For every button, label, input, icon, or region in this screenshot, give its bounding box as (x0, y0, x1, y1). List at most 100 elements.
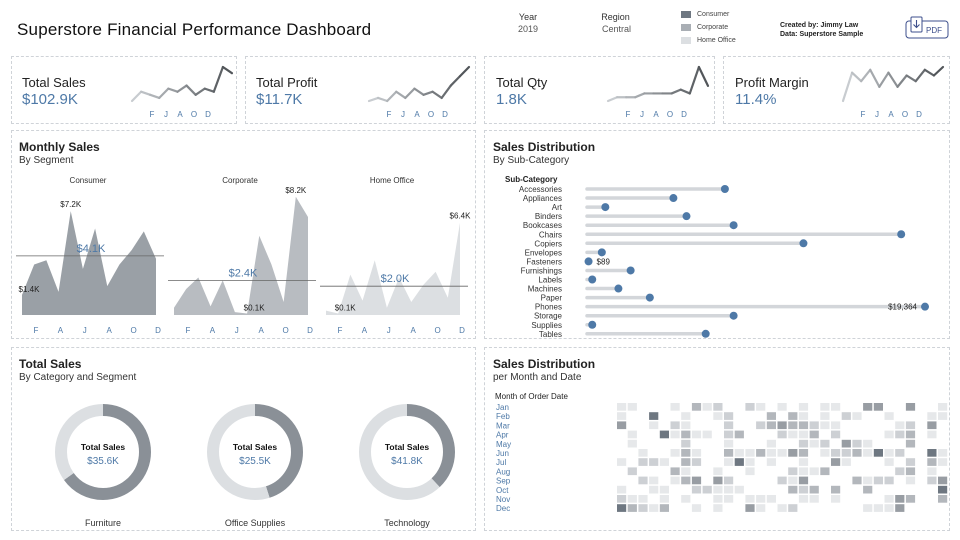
dashboard-title: Superstore Financial Performance Dashboa… (17, 20, 372, 39)
heatmap-row-apr: Apr (496, 430, 937, 440)
heatmap-row-jan: Jan (496, 403, 948, 412)
monthly-sales-chart[interactable]: Consumer $4.1K $7.2K $1.4K F A J A O D Corporate $2… (12, 169, 475, 339)
heatmap-cell (852, 439, 862, 448)
monthly-area-consumer (22, 211, 156, 315)
donut-technology: Total Sales $41.8K Technology (359, 404, 455, 528)
heatmap-cell (841, 412, 851, 420)
heatmap-cell (681, 421, 691, 430)
heatmap-cell (927, 467, 937, 476)
heatmap-cell (820, 467, 830, 476)
monthly-panel-label: Consumer (70, 176, 107, 185)
legend-item-consumer[interactable]: Consumer (681, 8, 736, 21)
subcategory-label: Accessories (519, 185, 562, 194)
heatmap-cell (713, 412, 723, 420)
subcategory-value-label: $89 (597, 257, 611, 266)
sparkline-segment (203, 87, 215, 93)
kpi-label-total-sales: Total Sales (22, 75, 86, 90)
subcategory-label: Storage (534, 312, 563, 321)
sparkline-segment (185, 84, 197, 96)
heatmap-row-may: May (496, 439, 916, 449)
heatmap-cell (617, 504, 627, 512)
heatmap-cell (724, 439, 734, 448)
monthly-tick-label: F (186, 326, 191, 335)
heatmap-cell (831, 458, 841, 466)
heatmap-cell (820, 449, 830, 457)
category-subtitle: By Category and Segment (19, 372, 137, 383)
subcategory-chart[interactable]: Sub-CategoryAccessoriesAppliancesArtBind… (485, 171, 949, 339)
heatmap-cell (617, 485, 627, 494)
sparkline-segment (422, 90, 434, 96)
heatmap-cell (831, 403, 841, 411)
heatmap-cell (820, 412, 830, 420)
heatmap-cell (884, 412, 894, 420)
subcategory-row-machines: Machines (528, 284, 623, 294)
heatmap-cell (852, 449, 862, 457)
subcategory-dot (597, 248, 606, 257)
category-donut-chart[interactable]: Total Sales $35.6K Furniture Total Sales $25… (12, 388, 475, 531)
heatmap-cell (905, 421, 916, 430)
min-label: $0.1K (244, 304, 266, 313)
segment-legend[interactable]: Consumer Corporate Home Office (681, 8, 736, 47)
sparkline-tick-label: A (177, 110, 183, 119)
sparkline-segment (395, 90, 407, 100)
heatmap-cell (938, 403, 948, 411)
heatmap-cell (777, 449, 787, 457)
legend-item-corporate[interactable]: Corporate (681, 21, 736, 34)
donut-center-label: Total Sales (81, 442, 126, 452)
kpi-value-total-profit: $11.7K (256, 91, 303, 108)
heatmap-cell (659, 485, 669, 494)
pdf-download-button[interactable]: PDF (905, 16, 949, 40)
donut-slice-home-office (359, 404, 455, 500)
heatmap-cell (745, 467, 755, 476)
heatmap-cell (627, 439, 637, 448)
heatmap-cell (691, 476, 702, 485)
category-panel: Total Sales By Category and Segment Tota… (11, 347, 476, 531)
sparkline-segment (212, 65, 225, 93)
credits: Created by: Jimmy Law Data: Superstore S… (780, 21, 863, 39)
donut-total-value: $35.6K (87, 456, 119, 467)
heatmap-cell (852, 476, 862, 485)
sparkline-segment (869, 68, 881, 88)
donut-category-label: Furniture (85, 518, 121, 528)
heatmap-cell (745, 495, 755, 503)
heatmap-cell (798, 403, 809, 411)
heatmap-cell (691, 485, 702, 494)
subcategory-row-storage: Storage (534, 311, 738, 321)
heatmap-cell (788, 412, 798, 420)
heatmap-cell (766, 458, 776, 466)
month-date-heatmap[interactable]: Month of Order Date JanFebMarAprMayJunJul… (485, 388, 949, 531)
sparkline-tick-label: O (667, 110, 673, 119)
heatmap-cell (724, 421, 734, 430)
monthly-panel-label: Home Office (370, 176, 415, 185)
heatmap-cell (638, 449, 648, 457)
year-filter[interactable]: Year 2019 (518, 12, 538, 34)
sparkline-tick-label: A (653, 110, 659, 119)
subcategory-label: Furnishings (521, 266, 562, 275)
heatmap-cell (649, 421, 659, 430)
donut-category-label: Technology (384, 518, 430, 528)
heatmap-cell (863, 439, 873, 448)
year-filter-label: Year (518, 12, 538, 22)
legend-item-home-office[interactable]: Home Office (681, 34, 736, 47)
heatmap-cell (756, 504, 766, 512)
heatmap-row-mar: Mar (496, 421, 937, 430)
heatmap-panel: Sales Distribution per Month and Date Mo… (484, 347, 950, 531)
heatmap-cell (863, 504, 873, 512)
max-label: $8.2K (285, 186, 307, 195)
heatmap-cell (681, 458, 691, 466)
sparkline-tick-label: J (640, 110, 644, 119)
subcategory-value-label: $19,364 (888, 303, 917, 312)
max-label: $7.2K (60, 200, 82, 209)
heatmap-cell (798, 421, 809, 430)
heatmap-row-oct: Oct (496, 485, 948, 495)
heatmap-row-dec: Dec (496, 504, 905, 513)
heatmap-cell (627, 495, 637, 503)
region-filter[interactable]: Region Central (600, 12, 631, 34)
legend-label-home-office: Home Office (697, 37, 736, 44)
heatmap-cell (927, 412, 937, 420)
